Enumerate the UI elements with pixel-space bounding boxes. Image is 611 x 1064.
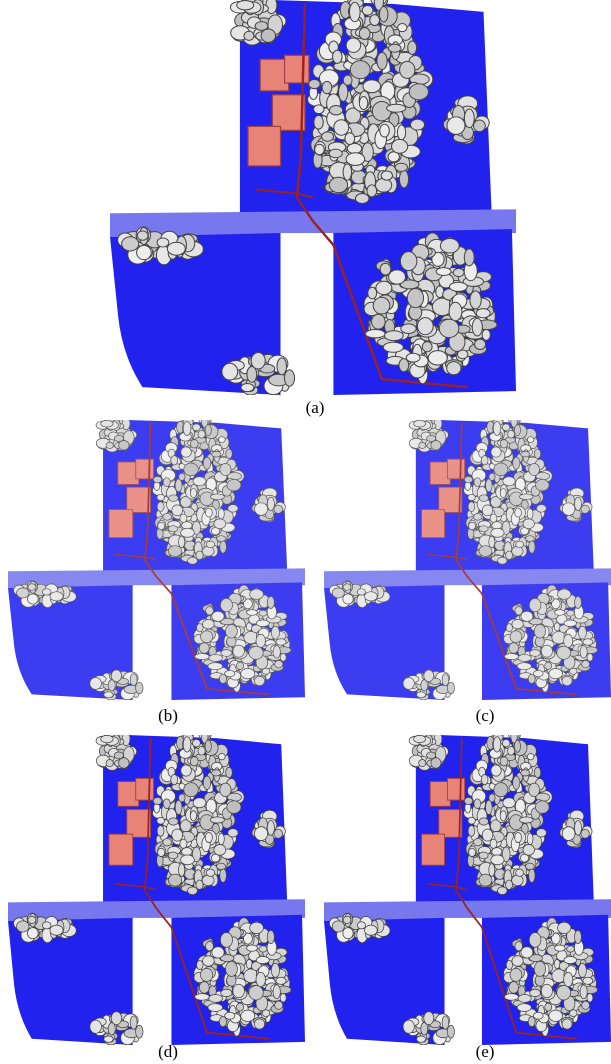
panel-a-image: [110, 0, 516, 395]
caption: (e): [455, 1042, 515, 1062]
panel-b-image: [8, 420, 305, 700]
panel-e-image: [324, 735, 611, 1045]
caption: (a): [285, 398, 345, 418]
caption: (b): [138, 706, 198, 726]
caption: (d): [138, 1042, 198, 1062]
figure-page: {"figure": {"captions": ["(a)", "(b)", "…: [0, 0, 611, 1064]
panel-c-image: [324, 420, 611, 700]
panel-d-image: [8, 735, 305, 1045]
caption: (c): [455, 706, 515, 726]
